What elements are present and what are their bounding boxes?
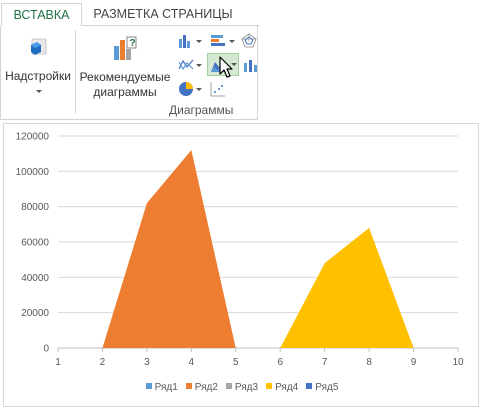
ribbon-tabs: ВСТАВКА РАЗМЕТКА СТРАНИЦЫ — [0, 0, 260, 26]
addins-button[interactable]: Надстройки — [3, 28, 73, 98]
combo-chart-button[interactable] — [243, 56, 259, 74]
x-tick-label: 1 — [55, 357, 61, 368]
legend-label: Ряд4 — [275, 382, 299, 393]
x-tick-label: 2 — [100, 357, 106, 368]
recommended-charts-icon: ? — [114, 36, 137, 60]
line-chart-button[interactable] — [177, 56, 203, 74]
x-tick-label: 9 — [411, 357, 417, 368]
y-tick-label: 100000 — [16, 167, 50, 178]
legend-swatch — [225, 383, 232, 389]
legend-entry-4[interactable]: Ряд4 — [266, 382, 298, 393]
x-tick-label: 4 — [189, 357, 195, 368]
radar-chart-icon — [241, 33, 257, 48]
legend-swatch — [266, 383, 273, 389]
tab-underline — [82, 25, 260, 26]
y-tick-label: 20000 — [21, 308, 49, 319]
x-tick-label: 6 — [277, 357, 283, 368]
pie-chart-icon — [179, 82, 193, 96]
x-tick-label: 3 — [144, 357, 150, 368]
y-tick-label: 60000 — [21, 238, 49, 249]
legend-entry-1[interactable]: Ряд1 — [145, 382, 178, 393]
y-tick-label: 40000 — [21, 273, 49, 284]
column-chart-button[interactable] — [177, 32, 203, 50]
x-tick-label: 7 — [322, 357, 328, 368]
ribbon-panel: Надстройки ? Рекомендуемые диаграммы — [0, 26, 258, 120]
x-tick-label: 5 — [233, 357, 239, 368]
addins-label: Надстройки — [5, 69, 71, 83]
radar-chart-button[interactable] — [241, 32, 257, 50]
chevron-down-icon — [196, 88, 202, 91]
chevron-down-icon — [196, 40, 202, 43]
bar-chart-button[interactable] — [209, 32, 235, 50]
legend-swatch — [185, 383, 192, 389]
series-area-4[interactable] — [58, 227, 458, 348]
pie-chart-button[interactable] — [177, 80, 203, 98]
legend-swatch — [306, 383, 313, 389]
x-tick-label: 8 — [366, 357, 372, 368]
chart-legend: Ряд1 Ряд2 Ряд3 Ряд4 Ряд5 — [4, 382, 480, 396]
combo-chart-icon — [244, 60, 257, 72]
chevron-down-icon — [229, 40, 235, 43]
addins-icon — [31, 38, 47, 55]
chevron-down-icon — [231, 63, 237, 66]
chevron-down-icon — [36, 90, 42, 93]
scatter-chart-button[interactable] — [209, 80, 235, 98]
legend-entry-2[interactable]: Ряд2 — [185, 382, 218, 393]
recommended-charts-button[interactable]: ? Рекомендуемые диаграммы — [79, 28, 171, 100]
legend-entry-5[interactable]: Ряд5 — [306, 382, 338, 393]
x-tick-label: 10 — [452, 357, 464, 368]
recommended-charts-label-1: Рекомендуемые — [79, 70, 171, 84]
svg-text:?: ? — [130, 38, 136, 49]
group-separator — [75, 30, 76, 114]
mouse-cursor-icon — [219, 56, 233, 78]
legend-label: Ряд5 — [315, 382, 339, 393]
legend-label: Ряд2 — [194, 382, 218, 393]
y-tick-label: 0 — [43, 344, 49, 355]
tab-insert[interactable]: ВСТАВКА — [1, 3, 82, 26]
legend-label: Ряд3 — [234, 382, 259, 393]
chevron-down-icon — [196, 64, 202, 67]
bar-chart-icon — [211, 35, 225, 46]
area-chart: 0 20000 40000 60000 80000 100000 120000 1 2 3 4 5 6 7… — [16, 132, 464, 369]
legend-label: Ряд1 — [154, 382, 178, 393]
series-area-2[interactable] — [58, 150, 458, 348]
tab-page-layout[interactable]: РАЗМЕТКА СТРАНИЦЫ — [93, 7, 233, 21]
legend-entry-3[interactable]: Ряд3 — [225, 382, 259, 393]
y-tick-label: 80000 — [21, 202, 49, 213]
recommended-charts-label-2: диаграммы — [93, 85, 157, 99]
scatter-chart-icon — [210, 82, 225, 97]
column-chart-icon — [179, 35, 190, 48]
charts-group-label: Диаграммы — [169, 103, 234, 117]
chart-area[interactable]: 0 20000 40000 60000 80000 100000 120000 1 2 3 4 5 6 7… — [3, 123, 479, 407]
legend-swatch — [145, 383, 152, 389]
y-tick-label: 120000 — [16, 132, 50, 143]
line-chart-icon — [178, 59, 194, 71]
